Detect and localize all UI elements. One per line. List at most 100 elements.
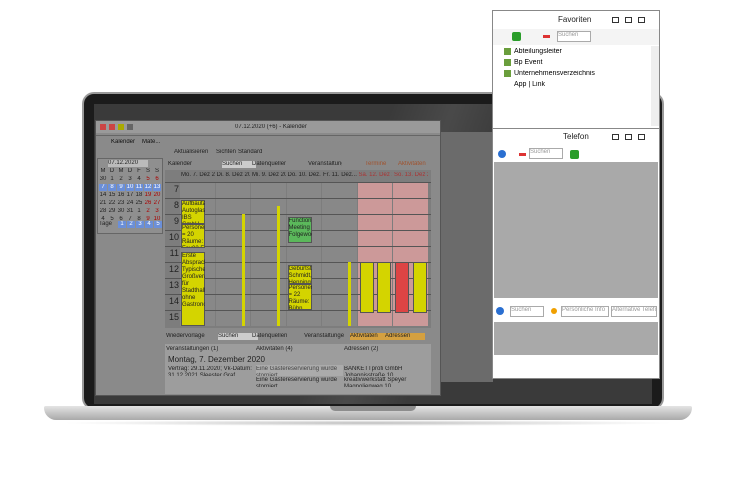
list-cell[interactable]: Eine Gästereservierung wurde storniert — [256, 377, 338, 387]
calendar-tool[interactable]: Suchen — [222, 161, 256, 168]
day-cell[interactable]: 4 — [101, 216, 105, 222]
bottom-tool[interactable]: Datenquellen — [252, 333, 288, 339]
day-cell[interactable]: 21 — [99, 200, 107, 206]
day-cell[interactable]: 7 — [128, 216, 132, 222]
search-field[interactable]: Suchen — [557, 31, 591, 42]
tree-item[interactable]: App | Link — [514, 81, 546, 88]
day-cell[interactable]: 2 — [146, 208, 150, 214]
busy-bar — [241, 214, 245, 326]
day-cell[interactable]: 28 — [99, 208, 107, 214]
day-cell[interactable]: 7 — [99, 184, 107, 191]
day-cell[interactable]: 4 — [137, 176, 141, 182]
day-cell[interactable]: 10 — [153, 216, 161, 222]
calendar-tool[interactable]: Datenquellen — [252, 161, 286, 167]
event-text[interactable]: Erste Absprache: Typische Großveranstalt… — [182, 253, 205, 309]
day-cell[interactable]: 30 — [117, 208, 125, 214]
bottom-tool[interactable]: Veranstaltungen — [304, 333, 344, 339]
toolbar-button[interactable]: Sichten — [216, 149, 237, 155]
calendar-tool[interactable]: Kalender — [168, 161, 193, 167]
toolbar-icon — [109, 124, 115, 130]
day-cell[interactable]: 2 — [119, 176, 123, 182]
days-button[interactable]: 2 — [127, 221, 135, 228]
bottom-tool[interactable]: Aktivitäten — [350, 333, 390, 340]
day-cell[interactable]: 9 — [146, 216, 150, 222]
day-cell[interactable]: 31 — [126, 208, 134, 214]
tree-item[interactable]: Bp Event — [514, 59, 543, 66]
day-cell[interactable]: 15 — [108, 192, 116, 198]
days-button[interactable]: 4 — [145, 221, 153, 228]
bottom-tool[interactable]: Suchen — [218, 333, 258, 340]
list-header: Veranstaltungen (1) — [166, 346, 219, 352]
toolbar-button[interactable]: Aktualisieren — [174, 149, 209, 155]
calendar-tool[interactable]: Veranstaltungen — [308, 161, 342, 167]
window-button — [625, 17, 632, 23]
tree-item[interactable]: Abteilungsleiter — [514, 48, 562, 55]
day-cell[interactable]: 6 — [119, 216, 123, 222]
day-cell[interactable]: 9 — [117, 184, 125, 191]
day-cell[interactable]: 24 — [126, 200, 134, 206]
hour-label: 12 — [168, 264, 179, 274]
tab[interactable]: Mate... — [142, 139, 161, 145]
day-cell[interactable]: 29 — [108, 208, 116, 214]
day-cell[interactable]: 1 — [110, 176, 114, 182]
days-button[interactable]: 1 — [118, 221, 126, 228]
days-button[interactable]: 5 — [154, 221, 162, 228]
day-cell[interactable]: 1 — [137, 208, 141, 214]
bottom-tool[interactable]: Wiedervorlage — [166, 333, 205, 339]
search-field[interactable]: Suchen — [529, 148, 563, 159]
hour-label: 15 — [168, 312, 179, 322]
tab-row — [96, 135, 440, 136]
day-cell[interactable]: 25 — [135, 200, 143, 206]
day-cell[interactable]: 26 — [144, 200, 152, 206]
day-cell[interactable]: 12 — [144, 184, 152, 191]
day-cell[interactable]: 10 — [126, 184, 134, 191]
input-field[interactable]: Suchen — [510, 306, 544, 317]
event-text[interactable]: Personenzahl = 20 Räume: Foy02,Foy75,... — [182, 224, 205, 247]
day-cell[interactable]: 17 — [126, 192, 134, 198]
day-cell[interactable]: 13 — [153, 184, 161, 191]
busy-bar — [348, 262, 351, 326]
day-cell[interactable]: 8 — [108, 184, 116, 191]
day-cell[interactable]: 5 — [146, 176, 150, 182]
day-cell[interactable]: 18 — [135, 192, 143, 198]
tree-item[interactable]: Unternehmensverzeichnis — [514, 70, 595, 77]
event-text[interactable]: Aufbautag Autoglas IBS GmbH — [182, 200, 205, 223]
hour-line — [165, 246, 431, 247]
day-cell[interactable]: 5 — [110, 216, 114, 222]
input-field[interactable]: Persönliche Info — [561, 306, 609, 317]
calendar-tool[interactable]: Termine — [365, 161, 387, 167]
toolbar-button[interactable]: Standard — [238, 149, 263, 155]
hour-line — [165, 182, 431, 183]
title-bar — [96, 121, 440, 133]
days-button[interactable]: 3 — [136, 221, 144, 228]
list-cell[interactable]: kreativwerkstatt Speyer Magnolienweg 10 — [344, 377, 407, 387]
day-cell[interactable]: 6 — [155, 176, 159, 182]
list-header: Aktivitäten (4) — [256, 346, 293, 352]
toolbar-icon — [127, 124, 133, 130]
day-cell[interactable]: 20 — [153, 192, 161, 198]
event-text[interactable]: Function Meeting Folgewoche — [288, 218, 312, 239]
input-field[interactable]: Alternative Telefo — [611, 306, 657, 317]
status-dot — [551, 308, 557, 314]
day-cell[interactable]: 22 — [108, 200, 116, 206]
day-cell[interactable]: 14 — [99, 192, 107, 198]
tab[interactable]: Kalender — [111, 139, 136, 145]
day-cell[interactable]: 30 — [99, 176, 107, 182]
list-cell[interactable]: BANKETTprofi GmbH Johannisstraße 10 — [344, 366, 403, 376]
day-cell[interactable]: 16 — [117, 192, 125, 198]
weekday: S — [145, 168, 150, 174]
day-cell[interactable]: 23 — [117, 200, 125, 206]
day-cell[interactable]: 3 — [155, 208, 159, 214]
event-text[interactable]: Geburtstag Schmidt, Henning — [288, 266, 312, 284]
day-cell[interactable]: 3 — [128, 176, 132, 182]
day-cell[interactable]: 11 — [135, 184, 143, 191]
list-cell[interactable]: Vertrag: 29.11.2020; Vk-Datum: 31.12.202… — [168, 366, 252, 376]
day-cell[interactable]: 19 — [144, 192, 152, 198]
day-cell[interactable]: 27 — [153, 200, 161, 206]
list-cell[interactable]: Eine Gästereservierung wurde storniert — [256, 366, 338, 376]
bottom-tool[interactable]: Adressen — [385, 333, 425, 340]
event-text[interactable]: Personenzahl = 22 Räume: Bühn... — [288, 285, 312, 309]
calendar-tool[interactable]: Aktivitäten — [398, 161, 426, 167]
day-cell[interactable]: 8 — [137, 216, 141, 222]
day-header: Mo. 7. Dez 2... — [181, 172, 215, 178]
